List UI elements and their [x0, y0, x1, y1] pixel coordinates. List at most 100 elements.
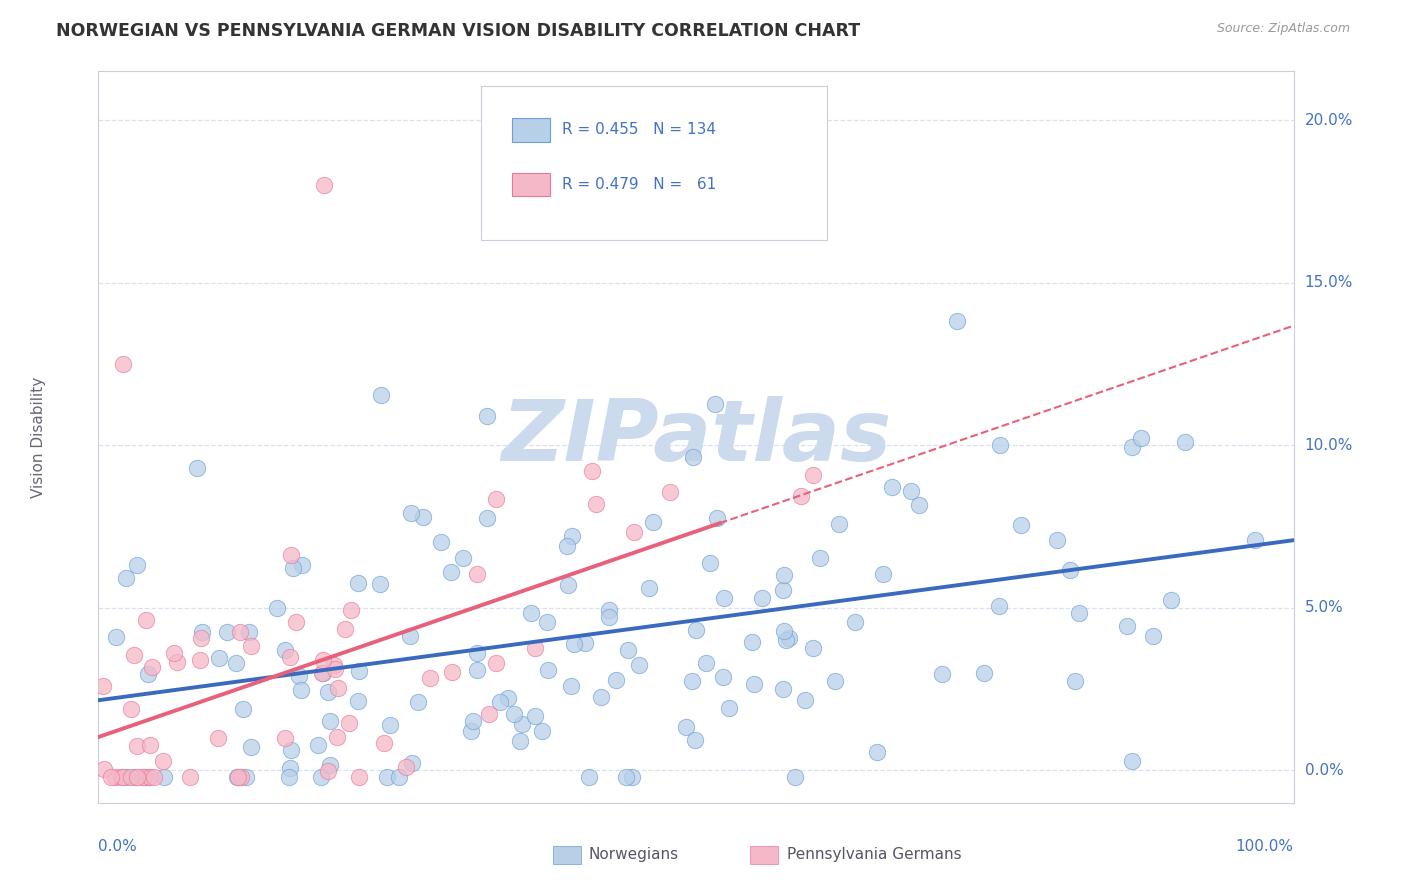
Text: 10.0%: 10.0%: [1305, 438, 1353, 453]
Point: [412, 510, 434, 524]
Point: [316, 764, 339, 778]
Point: [695, 657, 717, 671]
Point: [284, 615, 307, 629]
Point: [581, 464, 603, 478]
Point: [778, 632, 800, 646]
Point: [451, 550, 474, 565]
Point: [311, 666, 333, 681]
Point: [312, 666, 335, 681]
Point: [477, 510, 499, 524]
Point: [337, 716, 360, 731]
Point: [280, 650, 302, 665]
Point: [316, 685, 339, 699]
Point: [1059, 563, 1081, 577]
Point: [115, 770, 138, 784]
Point: [430, 535, 453, 549]
Point: [617, 643, 640, 657]
Point: [591, 690, 613, 705]
Point: [801, 468, 824, 483]
Point: [326, 730, 349, 744]
Point: [598, 603, 620, 617]
FancyBboxPatch shape: [749, 846, 779, 863]
Point: [190, 631, 212, 645]
Point: [375, 770, 398, 784]
Point: [616, 770, 638, 784]
Text: R = 0.455   N = 134: R = 0.455 N = 134: [562, 122, 716, 137]
Point: [162, 646, 184, 660]
Point: [681, 674, 703, 689]
Point: [340, 603, 363, 617]
Point: [125, 770, 148, 784]
Text: R = 0.479   N =   61: R = 0.479 N = 61: [562, 178, 717, 193]
Point: [682, 450, 704, 464]
Point: [373, 736, 395, 750]
Point: [882, 479, 904, 493]
Point: [741, 194, 763, 209]
Point: [828, 516, 851, 531]
Point: [153, 770, 176, 784]
Point: [322, 657, 344, 672]
Point: [225, 656, 247, 670]
Point: [104, 770, 127, 784]
Point: [509, 733, 531, 747]
Point: [1160, 593, 1182, 607]
Point: [346, 694, 368, 708]
Point: [524, 708, 547, 723]
Point: [621, 770, 644, 784]
Text: 15.0%: 15.0%: [1305, 275, 1353, 290]
Text: NORWEGIAN VS PENNSYLVANIA GERMAN VISION DISABILITY CORRELATION CHART: NORWEGIAN VS PENNSYLVANIA GERMAN VISION …: [56, 22, 860, 40]
Point: [281, 561, 304, 575]
Text: Source: ZipAtlas.com: Source: ZipAtlas.com: [1216, 22, 1350, 36]
Point: [908, 498, 931, 512]
Point: [441, 665, 464, 679]
Point: [623, 524, 645, 539]
Point: [489, 695, 512, 709]
Point: [139, 738, 162, 752]
Point: [273, 731, 295, 745]
Point: [278, 770, 301, 784]
Point: [537, 663, 560, 677]
Point: [307, 738, 329, 752]
Point: [266, 601, 288, 615]
Point: [866, 745, 889, 759]
Point: [789, 489, 811, 503]
Point: [742, 677, 765, 691]
Point: [439, 566, 461, 580]
FancyBboxPatch shape: [553, 846, 581, 863]
Point: [111, 357, 134, 371]
Point: [100, 770, 122, 784]
Point: [239, 640, 262, 654]
Point: [1121, 440, 1143, 454]
Point: [713, 591, 735, 605]
Point: [318, 714, 340, 728]
Point: [291, 558, 314, 572]
Point: [215, 625, 238, 640]
Point: [988, 437, 1011, 451]
Text: 5.0%: 5.0%: [1305, 600, 1343, 615]
Text: 20.0%: 20.0%: [1305, 112, 1353, 128]
Point: [152, 754, 174, 768]
Point: [987, 599, 1010, 613]
Point: [280, 743, 302, 757]
Point: [124, 770, 146, 784]
Point: [478, 707, 501, 722]
Point: [401, 507, 423, 521]
Point: [401, 756, 423, 770]
Text: ZIPatlas: ZIPatlas: [501, 395, 891, 479]
Point: [772, 582, 794, 597]
Point: [703, 397, 725, 411]
Text: 0.0%: 0.0%: [98, 839, 138, 855]
Point: [946, 314, 969, 328]
Point: [510, 717, 533, 731]
Point: [1116, 619, 1139, 633]
Point: [186, 461, 208, 475]
Point: [562, 637, 585, 651]
Point: [717, 701, 740, 715]
Point: [465, 646, 488, 660]
Point: [115, 571, 138, 585]
Point: [120, 770, 142, 784]
Point: [380, 717, 402, 731]
Point: [775, 633, 797, 648]
Point: [900, 484, 922, 499]
Point: [519, 607, 541, 621]
